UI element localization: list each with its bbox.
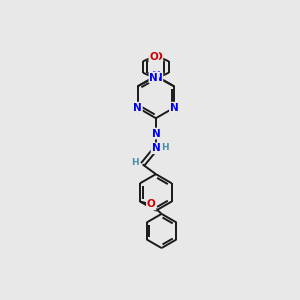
Text: N: N — [152, 143, 160, 153]
Text: N: N — [152, 128, 160, 139]
Text: H: H — [131, 158, 139, 166]
Text: H: H — [161, 143, 169, 152]
Text: O: O — [149, 52, 158, 61]
Text: O: O — [147, 200, 156, 209]
Text: N: N — [152, 71, 160, 81]
Text: N: N — [154, 73, 162, 82]
Text: N: N — [149, 73, 158, 82]
Text: O: O — [154, 52, 162, 61]
Text: N: N — [133, 103, 142, 112]
Text: N: N — [170, 103, 178, 112]
